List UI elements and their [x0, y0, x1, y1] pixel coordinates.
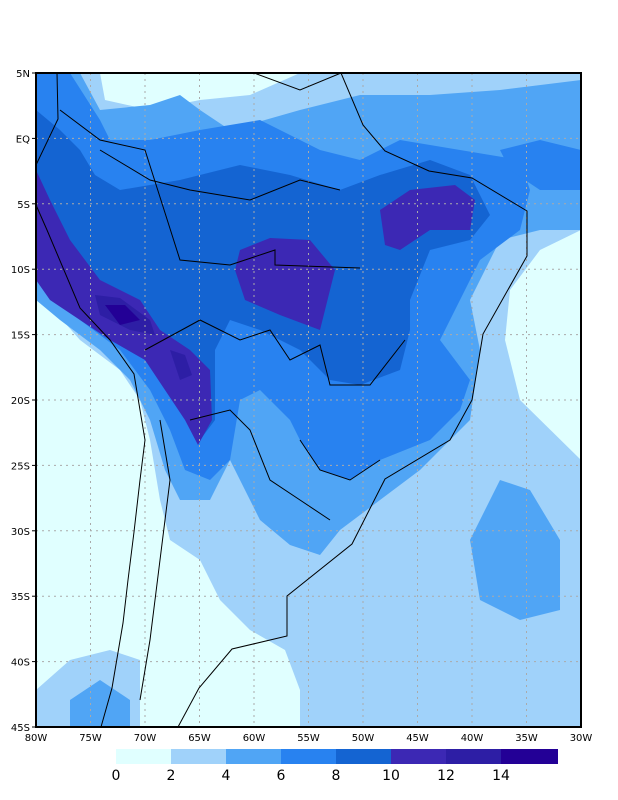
colorbar-label: 14	[492, 768, 510, 784]
level-14-plus	[105, 305, 140, 325]
lat-label: 5N	[16, 69, 30, 80]
colorbar-label: 8	[332, 768, 341, 784]
lon-label: 35W	[515, 733, 538, 744]
colorbar-label: 10	[382, 768, 400, 784]
lon-label: 75W	[79, 733, 102, 744]
lon-label: 80W	[25, 733, 48, 744]
coastline	[36, 73, 528, 727]
colorbar-swatch	[446, 749, 501, 764]
level-4-6-south	[70, 680, 130, 727]
lon-label: 55W	[297, 733, 320, 744]
lon-label: 65W	[188, 733, 211, 744]
lon-label: 50W	[352, 733, 375, 744]
lat-label: 20S	[11, 396, 30, 407]
colorbar-swatch	[501, 749, 558, 764]
level-10-12-northeast	[380, 185, 475, 250]
lon-label: 60W	[243, 733, 266, 744]
lon-label: 45W	[406, 733, 429, 744]
latitude-labels: 5N EQ 5S 10S 15S 20S 25S 30S 35S 40S 45S	[11, 69, 36, 734]
colorbar-swatch	[226, 749, 281, 764]
level-6-8-atlantic	[500, 140, 581, 190]
lat-label: EQ	[16, 134, 30, 145]
colorbar-label: 6	[277, 768, 286, 784]
colorbar-label: 0	[112, 768, 121, 784]
lon-label: 40W	[461, 733, 484, 744]
lon-label: 70W	[134, 733, 157, 744]
colorbar-swatch	[116, 749, 171, 764]
colorbar-label: 4	[222, 768, 231, 784]
contour-fill	[36, 73, 581, 727]
colorbar-label: 12	[437, 768, 455, 784]
colorbar-swatch	[336, 749, 391, 764]
level-12-14-b	[170, 350, 192, 380]
longitude-labels: 80W 75W 70W 65W 60W 55W 50W 45W 40W 35W 30W	[25, 733, 593, 744]
lat-label: 25S	[11, 461, 30, 472]
colorbar-swatch	[281, 749, 336, 764]
lat-label: 10S	[11, 265, 30, 276]
lon-label: 30W	[570, 733, 593, 744]
lat-label: 40S	[11, 658, 30, 669]
colorbar: 0 2 4 6 8 10 12 14	[112, 749, 558, 784]
lat-label: 15S	[11, 331, 30, 342]
level-4-6-atlantic	[470, 480, 560, 620]
lat-label: 45S	[11, 723, 30, 734]
lat-label: 35S	[11, 592, 30, 603]
colorbar-swatch	[171, 749, 226, 764]
lat-label: 5S	[17, 200, 30, 211]
lat-label: 30S	[11, 527, 30, 538]
colorbar-label: 2	[167, 768, 176, 784]
level-10-12-central	[235, 238, 335, 330]
colorbar-swatch	[391, 749, 446, 764]
